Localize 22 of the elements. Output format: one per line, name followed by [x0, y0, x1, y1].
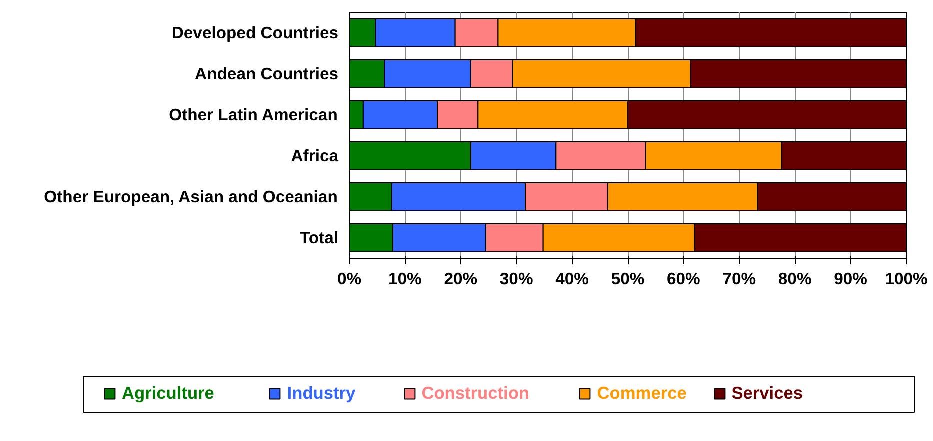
- legend-label: Commerce: [597, 383, 687, 404]
- y-tick-label: Andean Countries: [195, 64, 339, 84]
- legend-label: Industry: [287, 383, 356, 404]
- legend-label: Construction: [422, 383, 530, 404]
- x-tick-label: 100%: [885, 270, 928, 288]
- x-tick-label: 80%: [778, 270, 812, 288]
- y-tick-label: Total: [300, 228, 339, 248]
- legend-label: Services: [732, 383, 803, 404]
- x-tick-label: 60%: [667, 270, 701, 288]
- x-tick-label: 10%: [388, 270, 422, 288]
- legend-label: Agriculture: [122, 383, 214, 404]
- x-tick-label: 50%: [611, 270, 645, 288]
- y-tick-label: Developed Countries: [172, 24, 339, 42]
- x-tick-label: 40%: [556, 270, 590, 288]
- x-tick-label: 0%: [337, 270, 362, 288]
- x-tick-label: 90%: [834, 270, 868, 288]
- x-tick-label: 70%: [722, 270, 756, 288]
- x-tick-label: 30%: [500, 270, 534, 288]
- y-tick-label: Other European, Asian and Oceanian: [44, 188, 338, 206]
- y-tick-label: Other Latin American: [169, 106, 338, 124]
- y-tick-label: Africa: [291, 146, 340, 166]
- x-tick-label: 20%: [444, 270, 478, 288]
